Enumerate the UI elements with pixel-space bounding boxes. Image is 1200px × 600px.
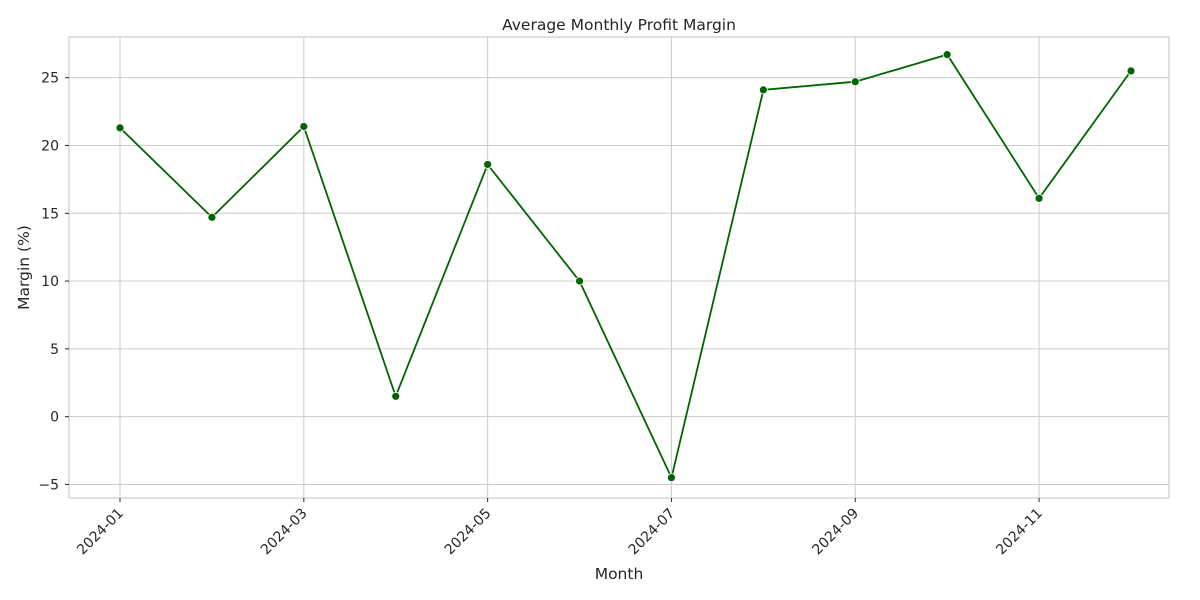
x-tick-label: 2024-07: [626, 506, 679, 559]
y-axis-ticks: −5 0 5 10 15 20 25: [38, 71, 69, 493]
series-line: [119, 53, 1132, 481]
data-point: [1034, 193, 1044, 203]
y-tick-label: 25: [41, 71, 59, 87]
plot-frame: [68, 36, 1170, 499]
x-gridlines: [119, 37, 1040, 498]
data-point: [667, 473, 676, 483]
data-point: [575, 276, 584, 286]
y-tick-label: 10: [41, 274, 59, 290]
x-axis-ticks: 2024-01 2024-03 2024-05 2024-07 2024-09 2024-…: [74, 498, 1046, 558]
y-tick-label: 0: [50, 410, 59, 426]
data-point: [299, 122, 309, 131]
y-axis-title: Margin (%): [15, 225, 33, 310]
data-point: [115, 123, 125, 133]
x-tick-label: 2024-09: [809, 506, 862, 559]
y-tick-label: 5: [50, 342, 59, 358]
y-tick-label: 15: [41, 206, 59, 222]
series-points: [115, 50, 1136, 483]
data-point: [207, 212, 217, 222]
y-gridlines: [69, 77, 1169, 485]
data-point: [1126, 66, 1136, 76]
y-tick-label: −5: [38, 477, 59, 493]
data-point: [758, 85, 768, 95]
data-point: [850, 77, 860, 87]
data-point: [391, 391, 401, 401]
data-point: [942, 50, 952, 60]
x-tick-label: 2024-05: [442, 506, 495, 559]
data-point: [483, 160, 493, 169]
x-tick-label: 2024-11: [993, 506, 1046, 559]
x-tick-label: 2024-01: [74, 506, 127, 559]
x-tick-label: 2024-03: [258, 506, 311, 559]
x-axis-title: Month: [595, 565, 644, 583]
chart-title: Average Monthly Profit Margin: [502, 16, 736, 34]
y-tick-label: 20: [41, 138, 59, 154]
